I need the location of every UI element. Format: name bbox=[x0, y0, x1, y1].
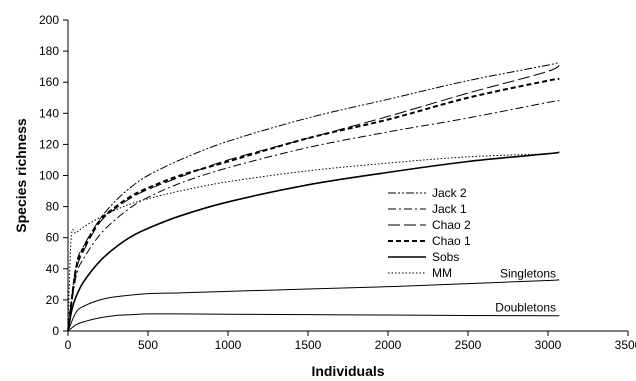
y-tick-label: 0 bbox=[52, 324, 59, 338]
series-line-chao-1 bbox=[67, 77, 560, 332]
y-tick-label: 140 bbox=[39, 106, 59, 120]
legend-label-jack-1: Jack 1 bbox=[432, 202, 467, 216]
series-line-jack-2 bbox=[67, 61, 560, 332]
legend-label-chao-1: Chao 1 bbox=[432, 234, 471, 248]
y-tick-label: 180 bbox=[39, 44, 59, 58]
x-tick-label: 500 bbox=[138, 338, 158, 352]
series-line-doubletons bbox=[67, 313, 560, 332]
series-line-chao-2 bbox=[67, 63, 560, 332]
legend-label-sobs: Sobs bbox=[432, 250, 459, 264]
x-tick-label: 0 bbox=[65, 338, 72, 352]
y-tick-label: 80 bbox=[46, 200, 60, 214]
y-tick-label: 160 bbox=[39, 75, 59, 89]
x-axis-title: Individuals bbox=[311, 363, 384, 379]
annotation-doubletons: Doubletons bbox=[495, 301, 556, 315]
x-tick-label: 2500 bbox=[455, 338, 482, 352]
annotations-layer: Singletons Doubletons bbox=[495, 266, 556, 314]
x-tick-label: 1500 bbox=[295, 338, 322, 352]
x-tick-label: 3000 bbox=[535, 338, 562, 352]
y-tick-label: 200 bbox=[39, 13, 59, 27]
legend-label-jack-2: Jack 2 bbox=[432, 186, 467, 200]
series-line-sobs bbox=[67, 151, 560, 332]
y-tick-label: 20 bbox=[46, 293, 60, 307]
legend-label-chao-2: Chao 2 bbox=[432, 218, 471, 232]
x-tick-label: 3500 bbox=[615, 338, 636, 352]
legend: Jack 2 Jack 1 Chao 2 Chao 1 Sobs MM bbox=[388, 186, 471, 280]
y-axis-title: Species richness bbox=[13, 118, 29, 233]
y-tick-label: 60 bbox=[46, 231, 60, 245]
series-line-singletons bbox=[67, 279, 560, 332]
series-line-jack-1 bbox=[67, 100, 560, 332]
axes bbox=[67, 20, 628, 332]
series-layer bbox=[67, 61, 560, 332]
y-tick-label: 120 bbox=[39, 137, 59, 151]
y-tick-label: 100 bbox=[39, 169, 59, 183]
x-tick-label: 1000 bbox=[215, 338, 242, 352]
y-tick-label: 40 bbox=[46, 262, 60, 276]
annotation-singletons: Singletons bbox=[500, 266, 556, 280]
legend-label-mm: MM bbox=[432, 266, 452, 280]
x-tick-label: 2000 bbox=[375, 338, 402, 352]
